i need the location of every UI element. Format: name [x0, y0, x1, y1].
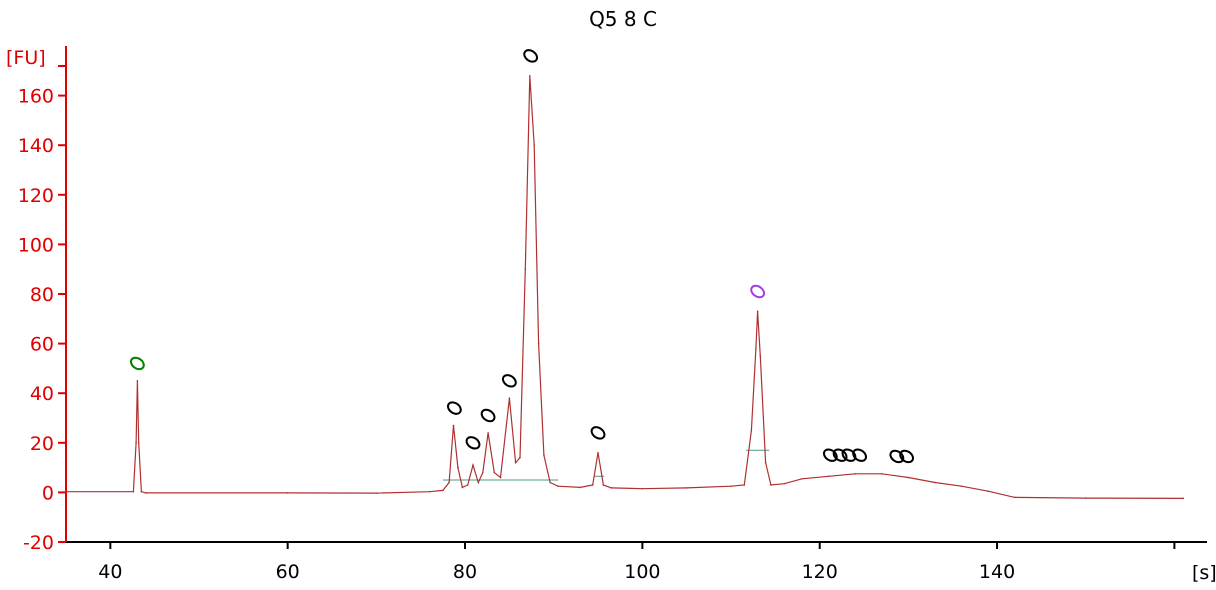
plot-area: 40 60 80 100 120 140 -20 0 20 40 60 80 100 120 140 160	[18, 46, 1207, 583]
peak-marker	[480, 408, 496, 423]
data-point	[457, 466, 459, 469]
data-point	[448, 481, 450, 484]
data-point	[783, 482, 786, 485]
data-point	[1182, 497, 1185, 500]
x-tick-label: 80	[453, 561, 477, 583]
y-tick-label: 40	[30, 383, 54, 405]
peak-marker	[841, 448, 857, 462]
y-tick-label: 0	[42, 482, 54, 504]
data-point	[487, 432, 489, 434]
data-point	[743, 484, 746, 486]
data-point	[907, 476, 910, 479]
data-point	[524, 268, 527, 271]
data-point	[880, 473, 883, 475]
data-point	[543, 454, 545, 457]
x-tick-label: 60	[276, 561, 300, 583]
data-point	[987, 490, 989, 492]
data-point	[499, 476, 502, 479]
x-tick-label: 120	[802, 561, 838, 583]
data-point	[132, 490, 135, 493]
data-point	[145, 492, 147, 494]
data-point	[135, 442, 137, 444]
data-point	[375, 492, 378, 494]
data-point	[514, 461, 517, 464]
series-line	[66, 75, 1184, 499]
peak-marker	[899, 449, 915, 464]
peak-marker	[852, 448, 868, 462]
y-tick-label: 60	[30, 334, 54, 356]
data-point	[854, 473, 856, 475]
data-point	[477, 481, 480, 484]
data-point	[759, 355, 762, 357]
data-point	[549, 481, 551, 484]
data-point	[557, 485, 559, 488]
y-tick-label: 100	[18, 234, 54, 256]
data-point	[1013, 496, 1016, 499]
data-point	[827, 475, 830, 478]
data-point	[641, 487, 644, 490]
data-point	[428, 490, 431, 493]
data-point	[755, 347, 757, 350]
x-tick-label: 40	[98, 561, 122, 583]
y-tick-label: 80	[30, 284, 54, 306]
data-point	[1084, 497, 1087, 499]
y-tick-label: 160	[18, 86, 54, 108]
y-tick-label: 140	[18, 135, 54, 157]
y-tick-label: 20	[30, 433, 54, 455]
data-point	[770, 484, 772, 486]
data-point	[960, 485, 963, 488]
peak-marker	[501, 374, 517, 388]
x-tick-label: 140	[979, 561, 1015, 583]
data-point	[461, 486, 464, 489]
data-point	[533, 144, 535, 146]
data-point	[481, 471, 484, 474]
data-point	[65, 490, 67, 493]
y-axis-unit: [FU]	[6, 47, 46, 69]
data-point	[472, 464, 474, 466]
peak-marker	[523, 49, 539, 63]
data-point	[591, 484, 594, 486]
data-point	[508, 397, 511, 399]
peak-marker	[590, 426, 606, 440]
data-point	[801, 477, 803, 480]
data-point	[519, 456, 521, 459]
peak-marker	[129, 356, 145, 371]
data-point	[286, 492, 289, 494]
data-point	[602, 484, 605, 486]
data-point	[137, 442, 140, 444]
data-point	[537, 342, 540, 345]
data-point	[140, 490, 143, 493]
chart-title: Q5 8 C	[589, 7, 657, 31]
x-tick-label: 100	[624, 561, 660, 583]
data-point	[579, 486, 582, 489]
x-axis-unit: [s]	[1192, 562, 1216, 584]
peak-marker	[446, 401, 462, 415]
data-point	[466, 484, 469, 486]
data-point	[756, 310, 759, 313]
data-point	[597, 451, 599, 454]
data-point	[610, 487, 613, 489]
data-point	[528, 74, 531, 77]
y-tick-label: -20	[23, 532, 54, 554]
data-point	[750, 429, 753, 432]
peak-marker	[750, 284, 766, 299]
data-point	[730, 485, 732, 488]
data-point	[764, 461, 767, 464]
data-point	[493, 471, 496, 474]
y-tick-label: 120	[18, 185, 54, 207]
data-point	[452, 424, 455, 427]
peak-marker	[465, 436, 481, 450]
data-point	[136, 380, 139, 382]
data-point	[442, 489, 444, 492]
data-point	[934, 481, 936, 484]
data-point	[685, 487, 688, 489]
